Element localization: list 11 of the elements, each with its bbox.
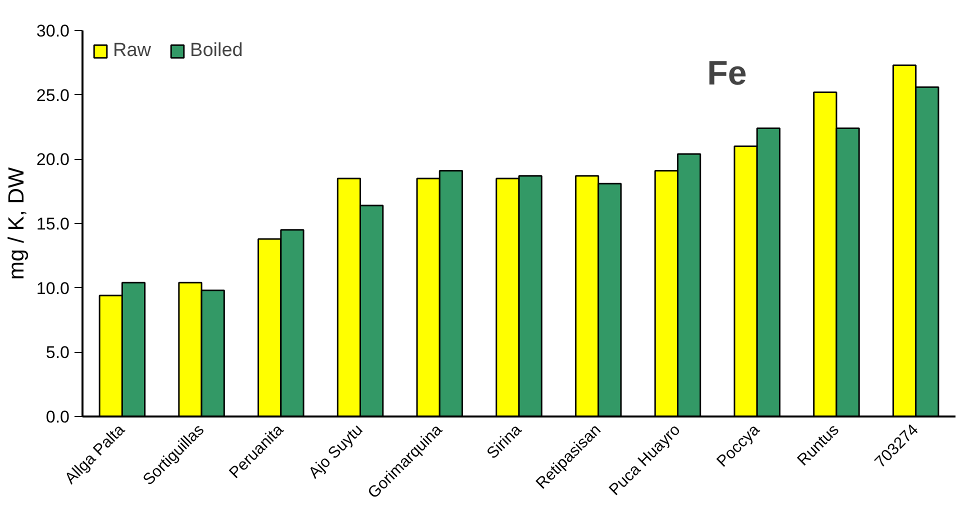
text: Fe <box>707 54 747 92</box>
y-tick-label: 10.0 <box>36 278 70 298</box>
y-tick-label: 25.0 <box>36 86 70 105</box>
y-tick-label: 30.0 <box>36 22 70 40</box>
legend-label: Boiled <box>190 40 243 62</box>
y-tick-label: 5.0 <box>46 343 70 362</box>
y-tick-label: 20.0 <box>36 150 70 170</box>
y-tick-label: 0.0 <box>46 408 70 426</box>
legend-label: Raw <box>113 40 152 62</box>
y-axis-title: mg / K, DW <box>3 167 28 280</box>
y-tick-label: 15.0 <box>36 214 70 234</box>
